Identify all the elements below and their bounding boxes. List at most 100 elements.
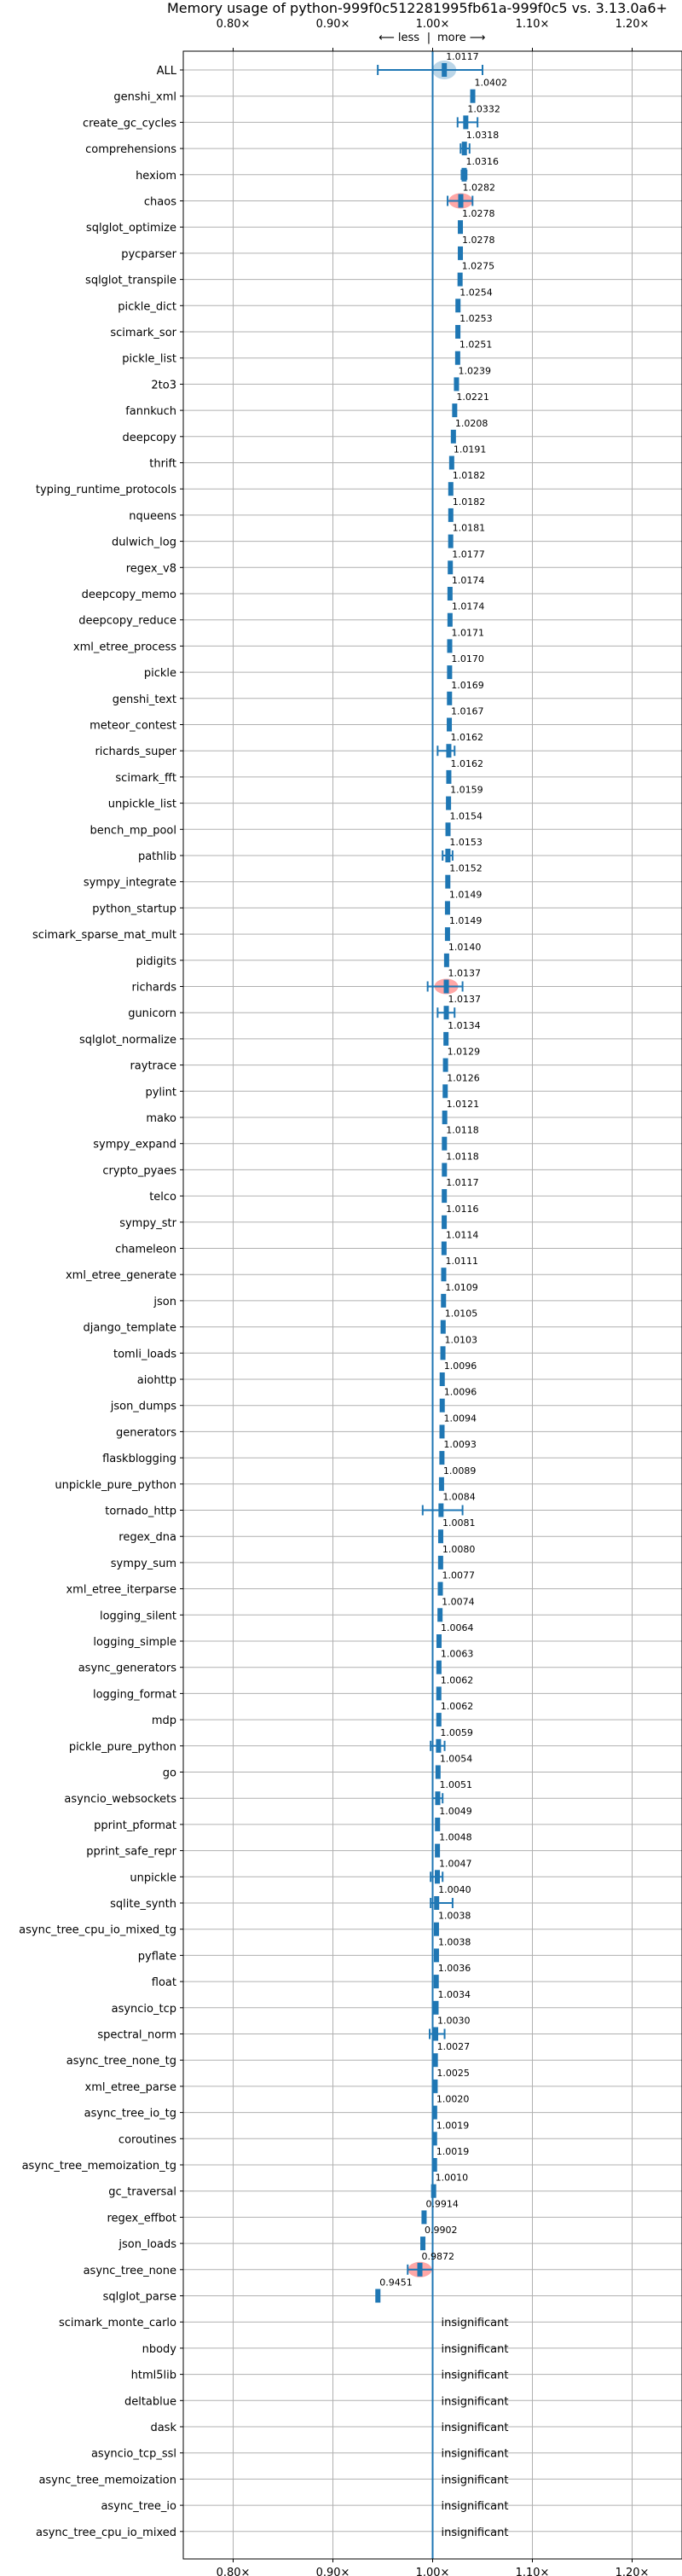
value-marker — [433, 1922, 439, 1936]
value-marker — [436, 1713, 442, 1727]
value-marker — [436, 1686, 442, 1701]
insignificant-label: insignificant — [442, 2317, 509, 2329]
value-label: 1.0114 — [446, 1230, 479, 1241]
value-label: 1.0282 — [462, 183, 495, 194]
value-marker — [436, 1738, 442, 1753]
value-marker — [442, 1058, 448, 1072]
value-label: 1.0020 — [436, 2094, 469, 2105]
value-marker — [442, 1189, 448, 1204]
benchmark-name-label: sqlglot_optimize — [86, 222, 176, 235]
value-marker — [452, 403, 458, 418]
value-marker — [448, 508, 454, 522]
insignificant-label: insignificant — [442, 2527, 509, 2539]
chart-title: Memory usage of python-999f0c512281995fb… — [167, 0, 668, 16]
direction-less-label: ⟵ less — [379, 32, 419, 44]
benchmark-name-label: async_tree_memoization_tg — [22, 2160, 176, 2173]
value-label: 0.9451 — [379, 2277, 413, 2289]
value-marker — [455, 325, 461, 339]
value-label: 1.0111 — [445, 1256, 478, 1267]
benchmark-name-label: pickle_dict — [118, 300, 176, 313]
value-marker — [437, 1608, 443, 1622]
value-label: 1.0040 — [438, 1884, 471, 1895]
value-marker — [445, 849, 451, 862]
benchmark-name-label: pickle — [144, 667, 176, 680]
value-label: 1.0153 — [449, 837, 483, 848]
value-marker — [458, 220, 464, 235]
benchmark-name-label: generators — [116, 1426, 176, 1439]
benchmark-name-label: django_template — [84, 1322, 176, 1335]
benchmark-name-label: scimark_sor — [110, 327, 176, 339]
value-label: 1.0126 — [447, 1072, 480, 1083]
benchmark-name-label: gc_traversal — [108, 2186, 176, 2199]
benchmark-name-label: chameleon — [115, 1244, 176, 1256]
value-label: 1.0103 — [445, 1334, 478, 1345]
value-marker — [440, 1320, 446, 1334]
value-label: 1.0221 — [456, 392, 489, 403]
benchmark-name-label: sqlglot_parse — [103, 2291, 176, 2304]
value-label: 1.0140 — [448, 942, 482, 953]
value-marker — [450, 429, 456, 444]
benchmark-name-label: async_tree_io_tg — [84, 2108, 176, 2121]
benchmark-name-label: async_tree_none — [84, 2265, 176, 2277]
insignificant-label: insignificant — [442, 2395, 509, 2408]
benchmark-name-label: logging_simple — [93, 1636, 176, 1649]
benchmark-name-label: crypto_pyaes — [102, 1164, 176, 1177]
value-marker — [437, 1529, 443, 1544]
insignificant-label: insignificant — [442, 2343, 509, 2356]
benchmark-name-label: bench_mp_pool — [90, 824, 176, 837]
benchmark-name-label: pathlib — [138, 850, 176, 863]
value-label: 1.0181 — [453, 523, 486, 534]
benchmark-name-label: python_startup — [92, 902, 176, 915]
value-marker — [436, 1660, 442, 1674]
benchmark-name-label: nbody — [142, 2343, 177, 2356]
benchmark-name-label: xml_etree_iterparse — [66, 1584, 176, 1597]
value-marker — [431, 2184, 436, 2198]
insignificant-label: insignificant — [442, 2500, 509, 2513]
value-marker — [439, 1451, 445, 1465]
value-marker — [444, 901, 450, 915]
value-label: 1.0074 — [442, 1596, 475, 1607]
benchmark-name-label: async_tree_cpu_io_mixed — [36, 2527, 176, 2539]
value-label: 1.0049 — [439, 1806, 472, 1817]
value-marker — [439, 1398, 445, 1413]
value-marker — [433, 1975, 439, 1989]
value-label: 1.0177 — [452, 548, 485, 560]
value-label: 1.0171 — [452, 627, 485, 638]
value-label: 1.0149 — [449, 889, 483, 900]
benchmark-name-label: sqlglot_transpile — [85, 275, 176, 287]
value-marker — [448, 560, 454, 575]
benchmark-name-label: html5lib — [131, 2370, 176, 2382]
value-label: 1.0182 — [453, 470, 486, 481]
value-label: 1.0025 — [436, 2068, 470, 2079]
benchmark-name-label: spectral_norm — [97, 2029, 176, 2042]
plot-frame — [182, 50, 682, 2560]
value-marker — [443, 953, 449, 967]
benchmark-name-label: sympy_integrate — [84, 877, 176, 890]
benchmark-name-label: async_tree_memoization — [38, 2474, 176, 2486]
benchmark-name-label: sympy_sum — [111, 1558, 176, 1570]
value-label: 1.0027 — [437, 2041, 471, 2052]
value-label: 1.0182 — [453, 496, 486, 508]
value-label: 1.0162 — [450, 758, 483, 769]
benchmark-name-label: nqueens — [129, 510, 176, 523]
value-marker — [447, 587, 453, 600]
benchmark-name-label: asyncio_websockets — [64, 1793, 176, 1806]
value-label: 1.0137 — [448, 994, 482, 1005]
value-marker — [442, 1215, 448, 1229]
benchmark-name-label: pprint_pformat — [94, 1819, 176, 1832]
value-label: 1.0096 — [444, 1361, 477, 1372]
value-marker — [375, 2289, 381, 2303]
benchmark-name-label: meteor_contest — [90, 720, 176, 733]
value-marker — [461, 167, 467, 182]
value-marker — [420, 2237, 426, 2251]
insignificant-label: insignificant — [442, 2448, 509, 2461]
value-marker — [417, 2262, 423, 2277]
benchmark-name-label: hexiom — [136, 170, 176, 183]
value-marker — [447, 691, 453, 705]
value-marker — [437, 1555, 443, 1569]
value-marker — [441, 1268, 447, 1282]
benchmark-name-label: chaos — [144, 196, 176, 209]
x-tick-label-bottom: 0.90× — [316, 2567, 350, 2576]
x-tick-label-bottom: 1.00× — [416, 2567, 450, 2576]
value-marker — [431, 2105, 437, 2120]
